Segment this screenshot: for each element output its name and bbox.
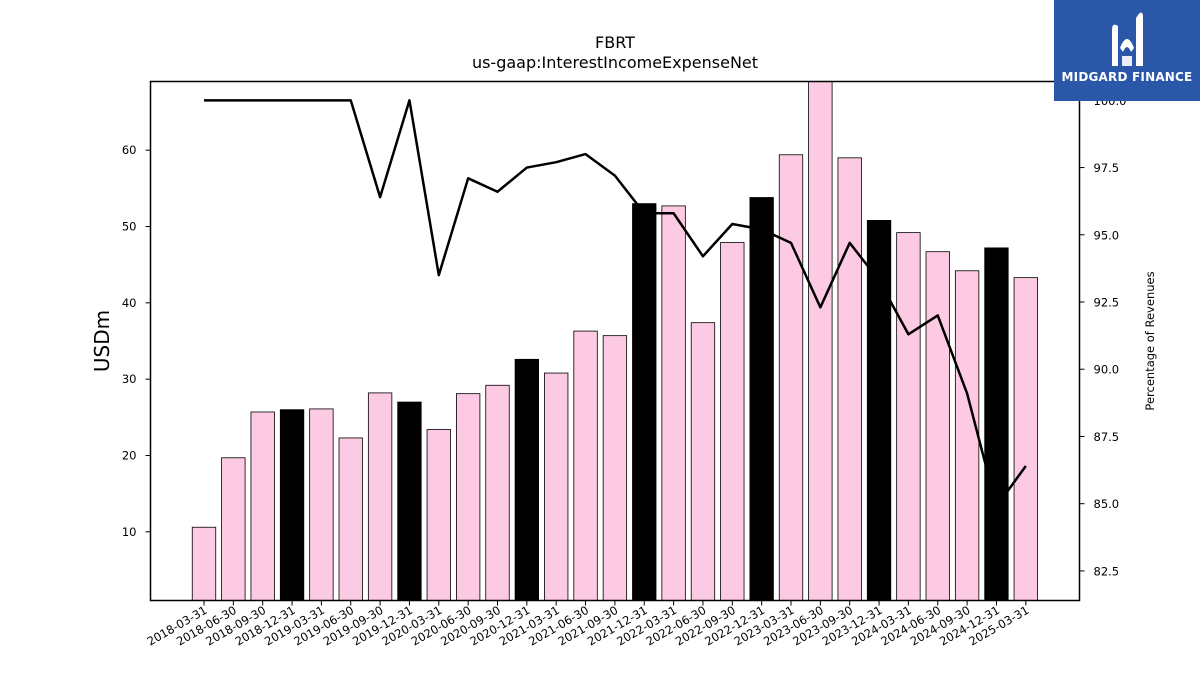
y-axis-left: 10 20 30 40 50 60 [122,143,151,539]
y-tick-label: 60 [122,143,137,157]
bar-2019-06-30 [338,437,363,601]
y-tick-label: 30 [122,372,137,386]
percentage-line [204,99,1027,508]
bar-series [191,81,1038,601]
bar-2018-09-30 [250,411,275,601]
bar-2024-09-30 [954,270,980,601]
x-axis: 2018-03-312018-06-302018-09-302018-12-31… [145,600,1031,649]
y2-tick-label: 82.5 [1094,564,1120,578]
bar-2025-03-31 [1013,277,1038,601]
bar-2018-12-31 [279,409,305,601]
bar-2019-03-31 [309,408,334,601]
bar-2024-06-30 [925,251,950,601]
y2-tick-label: 95.0 [1094,228,1120,242]
bar-2024-03-31 [896,232,921,601]
bar-2019-12-31 [397,401,422,601]
bar-2022-12-31 [749,197,774,601]
bar-2021-12-31 [632,203,657,601]
y2-tick-label: 90.0 [1094,363,1120,377]
y2-tick-label: 97.5 [1094,161,1120,175]
y2-axis-label: Percentage of Revenues [1143,271,1157,410]
bar-2020-12-31 [514,358,539,601]
bar-2023-09-30 [837,157,862,601]
bar-2024-12-31 [984,247,1009,601]
y-tick-label: 50 [122,220,137,234]
y2-tick-label: 92.5 [1094,296,1120,310]
y-axis-label: USDm [90,310,114,372]
brand-name: MIDGARD FINANCE [1061,70,1193,84]
bar-2023-03-31 [778,154,804,601]
y2-tick-label: 85.0 [1094,497,1120,511]
brand-logo: MIDGARD FINANCE [1054,0,1200,101]
bar-2022-06-30 [690,322,716,601]
bar-2023-12-31 [866,220,892,601]
bar-2021-06-30 [573,330,598,601]
y-axis-right: 82.585.087.590.092.595.097.5100.0 [1079,94,1126,578]
bar-2020-09-30 [485,384,510,601]
bar-2021-03-31 [544,372,569,601]
y-tick-label: 40 [122,296,137,310]
bar-2023-06-30 [808,81,833,601]
line-series [204,99,1027,508]
bar-2019-09-30 [367,392,393,601]
bar-2021-09-30 [602,335,628,601]
midgard-logo-icon [1112,12,1143,67]
bar-2022-09-30 [720,242,745,601]
bar-2022-03-31 [661,205,686,601]
chart-subtitle: us-gaap:InterestIncomeExpenseNet [472,53,758,72]
bar-2020-03-31 [426,429,451,601]
y2-tick-label: 87.5 [1094,430,1120,444]
y-tick-label: 20 [122,448,137,462]
chart-title: FBRT [595,33,635,52]
bar-2020-06-30 [455,393,481,601]
bar-2018-06-30 [221,457,246,601]
y-tick-label: 10 [122,525,137,539]
bar-2018-03-31 [191,526,217,601]
